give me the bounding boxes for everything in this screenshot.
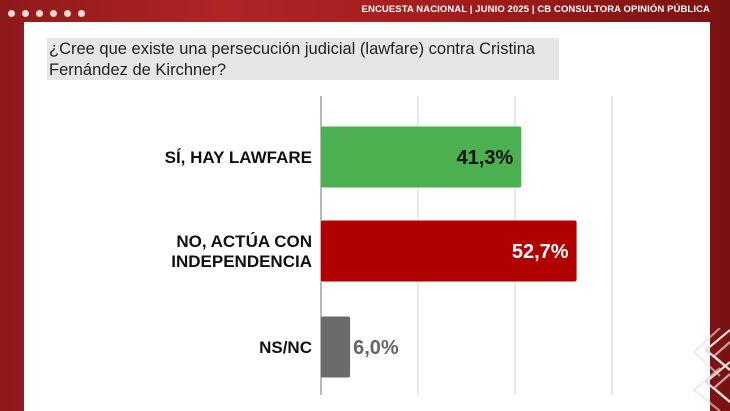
category-label: NS/NC bbox=[259, 338, 312, 357]
header-title: ENCUESTA NACIONAL | JUNIO 2025 | CB CONS… bbox=[361, 4, 710, 15]
dot-icon bbox=[50, 10, 57, 17]
dot-icon bbox=[22, 10, 29, 17]
dot-icon bbox=[64, 10, 71, 17]
dot-icon bbox=[36, 10, 43, 17]
dot-icon bbox=[78, 10, 85, 17]
value-label: 52,7% bbox=[512, 241, 569, 263]
value-label: 6,0% bbox=[353, 337, 399, 359]
category-label: INDEPENDENCIA bbox=[171, 252, 312, 271]
bar bbox=[321, 316, 351, 378]
bar bbox=[321, 126, 522, 188]
category-label: NO, ACTÚA CON bbox=[176, 232, 312, 251]
category-label: SÍ, HAY LAWFARE bbox=[165, 148, 312, 167]
chart-bars bbox=[321, 126, 577, 378]
dot-icon bbox=[8, 10, 15, 17]
bar bbox=[321, 220, 577, 282]
content-panel bbox=[24, 22, 710, 411]
decorative-dots bbox=[8, 10, 85, 17]
chevron-decoration-icon bbox=[692, 328, 730, 411]
question-text: ¿Cree que existe una persecución judicia… bbox=[47, 38, 559, 80]
value-label: 41,3% bbox=[457, 147, 514, 169]
chart-labels: SÍ, HAY LAWFARE 41,3% NO, ACTÚA CONINDEPEN… bbox=[165, 147, 569, 359]
